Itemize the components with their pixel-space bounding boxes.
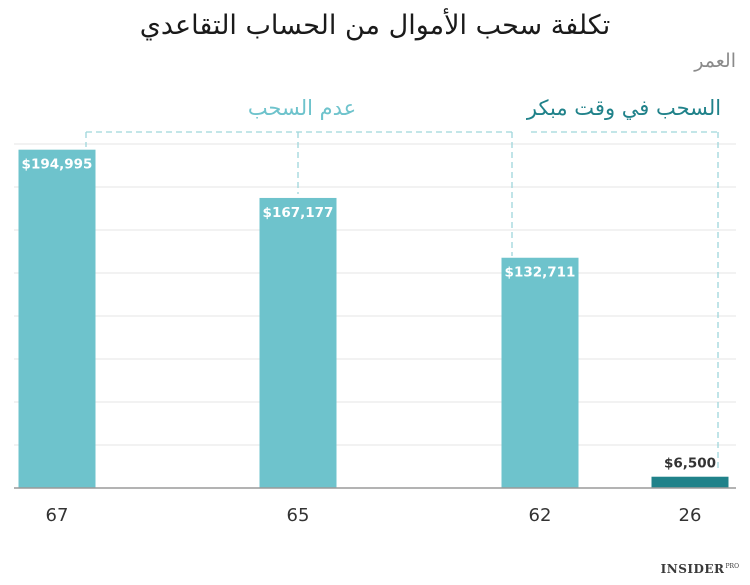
x-tick-label: 26 xyxy=(679,505,702,526)
bar-value-label: $6,500 xyxy=(664,456,716,472)
x-tick-label: 65 xyxy=(287,505,310,526)
x-tick-label: 62 xyxy=(529,505,552,526)
bar xyxy=(501,257,579,488)
bar-value-label: $167,177 xyxy=(263,205,334,221)
group-label-no-withdrawal: عدم السحب xyxy=(248,96,356,120)
group-label-early-withdrawal: السحب في وقت مبكر xyxy=(526,96,721,120)
bar xyxy=(18,149,96,489)
bar-value-label: $132,711 xyxy=(505,265,576,281)
logo-suffix: PRO xyxy=(725,563,739,570)
logo-name: INSIDER xyxy=(660,562,725,576)
insider-pro-logo: INSIDERPRO xyxy=(660,562,739,576)
bar-value-label: $194,995 xyxy=(22,157,93,173)
x-tick-label: 67 xyxy=(46,505,69,526)
axis-title: العمر xyxy=(694,50,736,72)
chart-title: تكلفة سحب الأموال من الحساب التقاعدي xyxy=(139,10,611,41)
bar xyxy=(651,476,729,488)
bar xyxy=(259,197,337,488)
